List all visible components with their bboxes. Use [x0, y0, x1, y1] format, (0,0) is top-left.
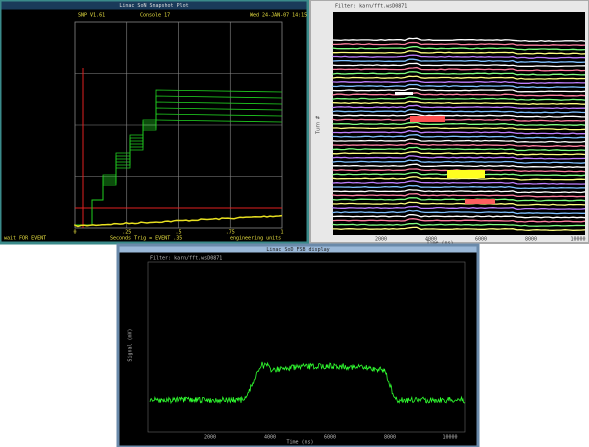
trace — [332, 87, 586, 93]
trace — [332, 213, 586, 219]
trace — [332, 176, 586, 181]
status-text: wait FOR EVENT — [4, 236, 46, 242]
window-title: Linac SoD FSB display — [266, 247, 329, 253]
trace — [332, 121, 586, 127]
x-axis-label: Time (ns) — [286, 440, 313, 446]
trace — [332, 209, 585, 215]
x-tick-label: 6000 — [324, 435, 336, 441]
x-tick-label: 8000 — [525, 237, 537, 243]
x-tick-label: 4000 — [425, 237, 437, 243]
trace — [332, 50, 586, 55]
header-text: SNP V1.61 — [78, 13, 105, 19]
header-text: Wed 24-JAN-07 14:15 — [250, 13, 307, 19]
trace — [332, 92, 586, 97]
trace — [75, 119, 283, 226]
trace — [332, 58, 586, 64]
trace — [332, 168, 586, 173]
x-tick-label: 4000 — [264, 435, 276, 441]
trace — [332, 201, 586, 206]
x-tick-label: .25 — [122, 230, 131, 236]
trace — [332, 100, 586, 106]
trace — [332, 226, 586, 231]
x-tick-label: 2000 — [375, 237, 387, 243]
trace — [332, 96, 586, 101]
trace — [332, 45, 586, 51]
trace — [332, 205, 586, 210]
trace — [332, 146, 586, 152]
trace — [332, 134, 586, 139]
trace — [332, 197, 586, 202]
x-tick-label: 6000 — [475, 237, 487, 243]
trace — [332, 180, 586, 185]
trace — [332, 159, 586, 164]
highlight — [410, 116, 445, 122]
x-tick-label: 10000 — [570, 237, 585, 243]
window-title: Linac SoN Snapshot Plot — [119, 3, 188, 9]
trace — [332, 142, 586, 148]
x-tick-label: 0 — [73, 230, 76, 236]
trace — [332, 138, 586, 143]
trace — [332, 129, 586, 135]
highlight — [465, 199, 495, 204]
trace — [332, 218, 586, 223]
x-tick-label: 10000 — [442, 435, 457, 441]
trace — [332, 109, 586, 114]
title-bar — [1, 1, 307, 10]
trace — [332, 222, 585, 227]
trace — [332, 66, 586, 72]
trace — [332, 104, 585, 110]
trace — [332, 37, 586, 43]
trace — [333, 184, 586, 190]
trace — [332, 125, 586, 131]
x-tick-label: .75 — [226, 230, 235, 236]
x-tick-label: 1 — [280, 230, 283, 236]
trace — [332, 117, 586, 122]
trace — [149, 361, 466, 405]
plot-frame — [147, 261, 466, 433]
x-tick-label: 8000 — [384, 435, 396, 441]
highlight — [447, 170, 485, 178]
trace — [332, 193, 586, 198]
highlight — [395, 92, 413, 95]
trace — [332, 188, 586, 194]
header-text: Console 17 — [140, 13, 170, 19]
trace — [332, 163, 586, 168]
trace — [332, 155, 586, 160]
trace — [332, 41, 586, 47]
trace — [332, 75, 586, 80]
trace — [74, 214, 283, 228]
trace — [332, 54, 586, 59]
header-text: Filter: karn/fft.wsD0871 — [150, 256, 222, 262]
y-axis-label: Turn # — [316, 116, 322, 134]
trace — [332, 62, 586, 68]
x-tick-label: .5 — [175, 230, 181, 236]
window-title: Filter: karn/fft.wsD0871 — [335, 4, 407, 10]
trace — [332, 113, 586, 118]
y-axis-label: Signal (mV) — [128, 328, 134, 361]
window-frame — [116, 243, 480, 447]
x-axis-label: Seconds Trig = EVENT .35 — [110, 236, 182, 242]
trace — [332, 83, 586, 89]
trace — [332, 71, 586, 76]
grid — [75, 22, 282, 228]
title-bar — [119, 246, 477, 253]
trace — [332, 80, 585, 84]
x-tick-label: 2000 — [204, 435, 216, 441]
trace — [332, 151, 586, 156]
units-label: engineering units — [230, 236, 281, 242]
